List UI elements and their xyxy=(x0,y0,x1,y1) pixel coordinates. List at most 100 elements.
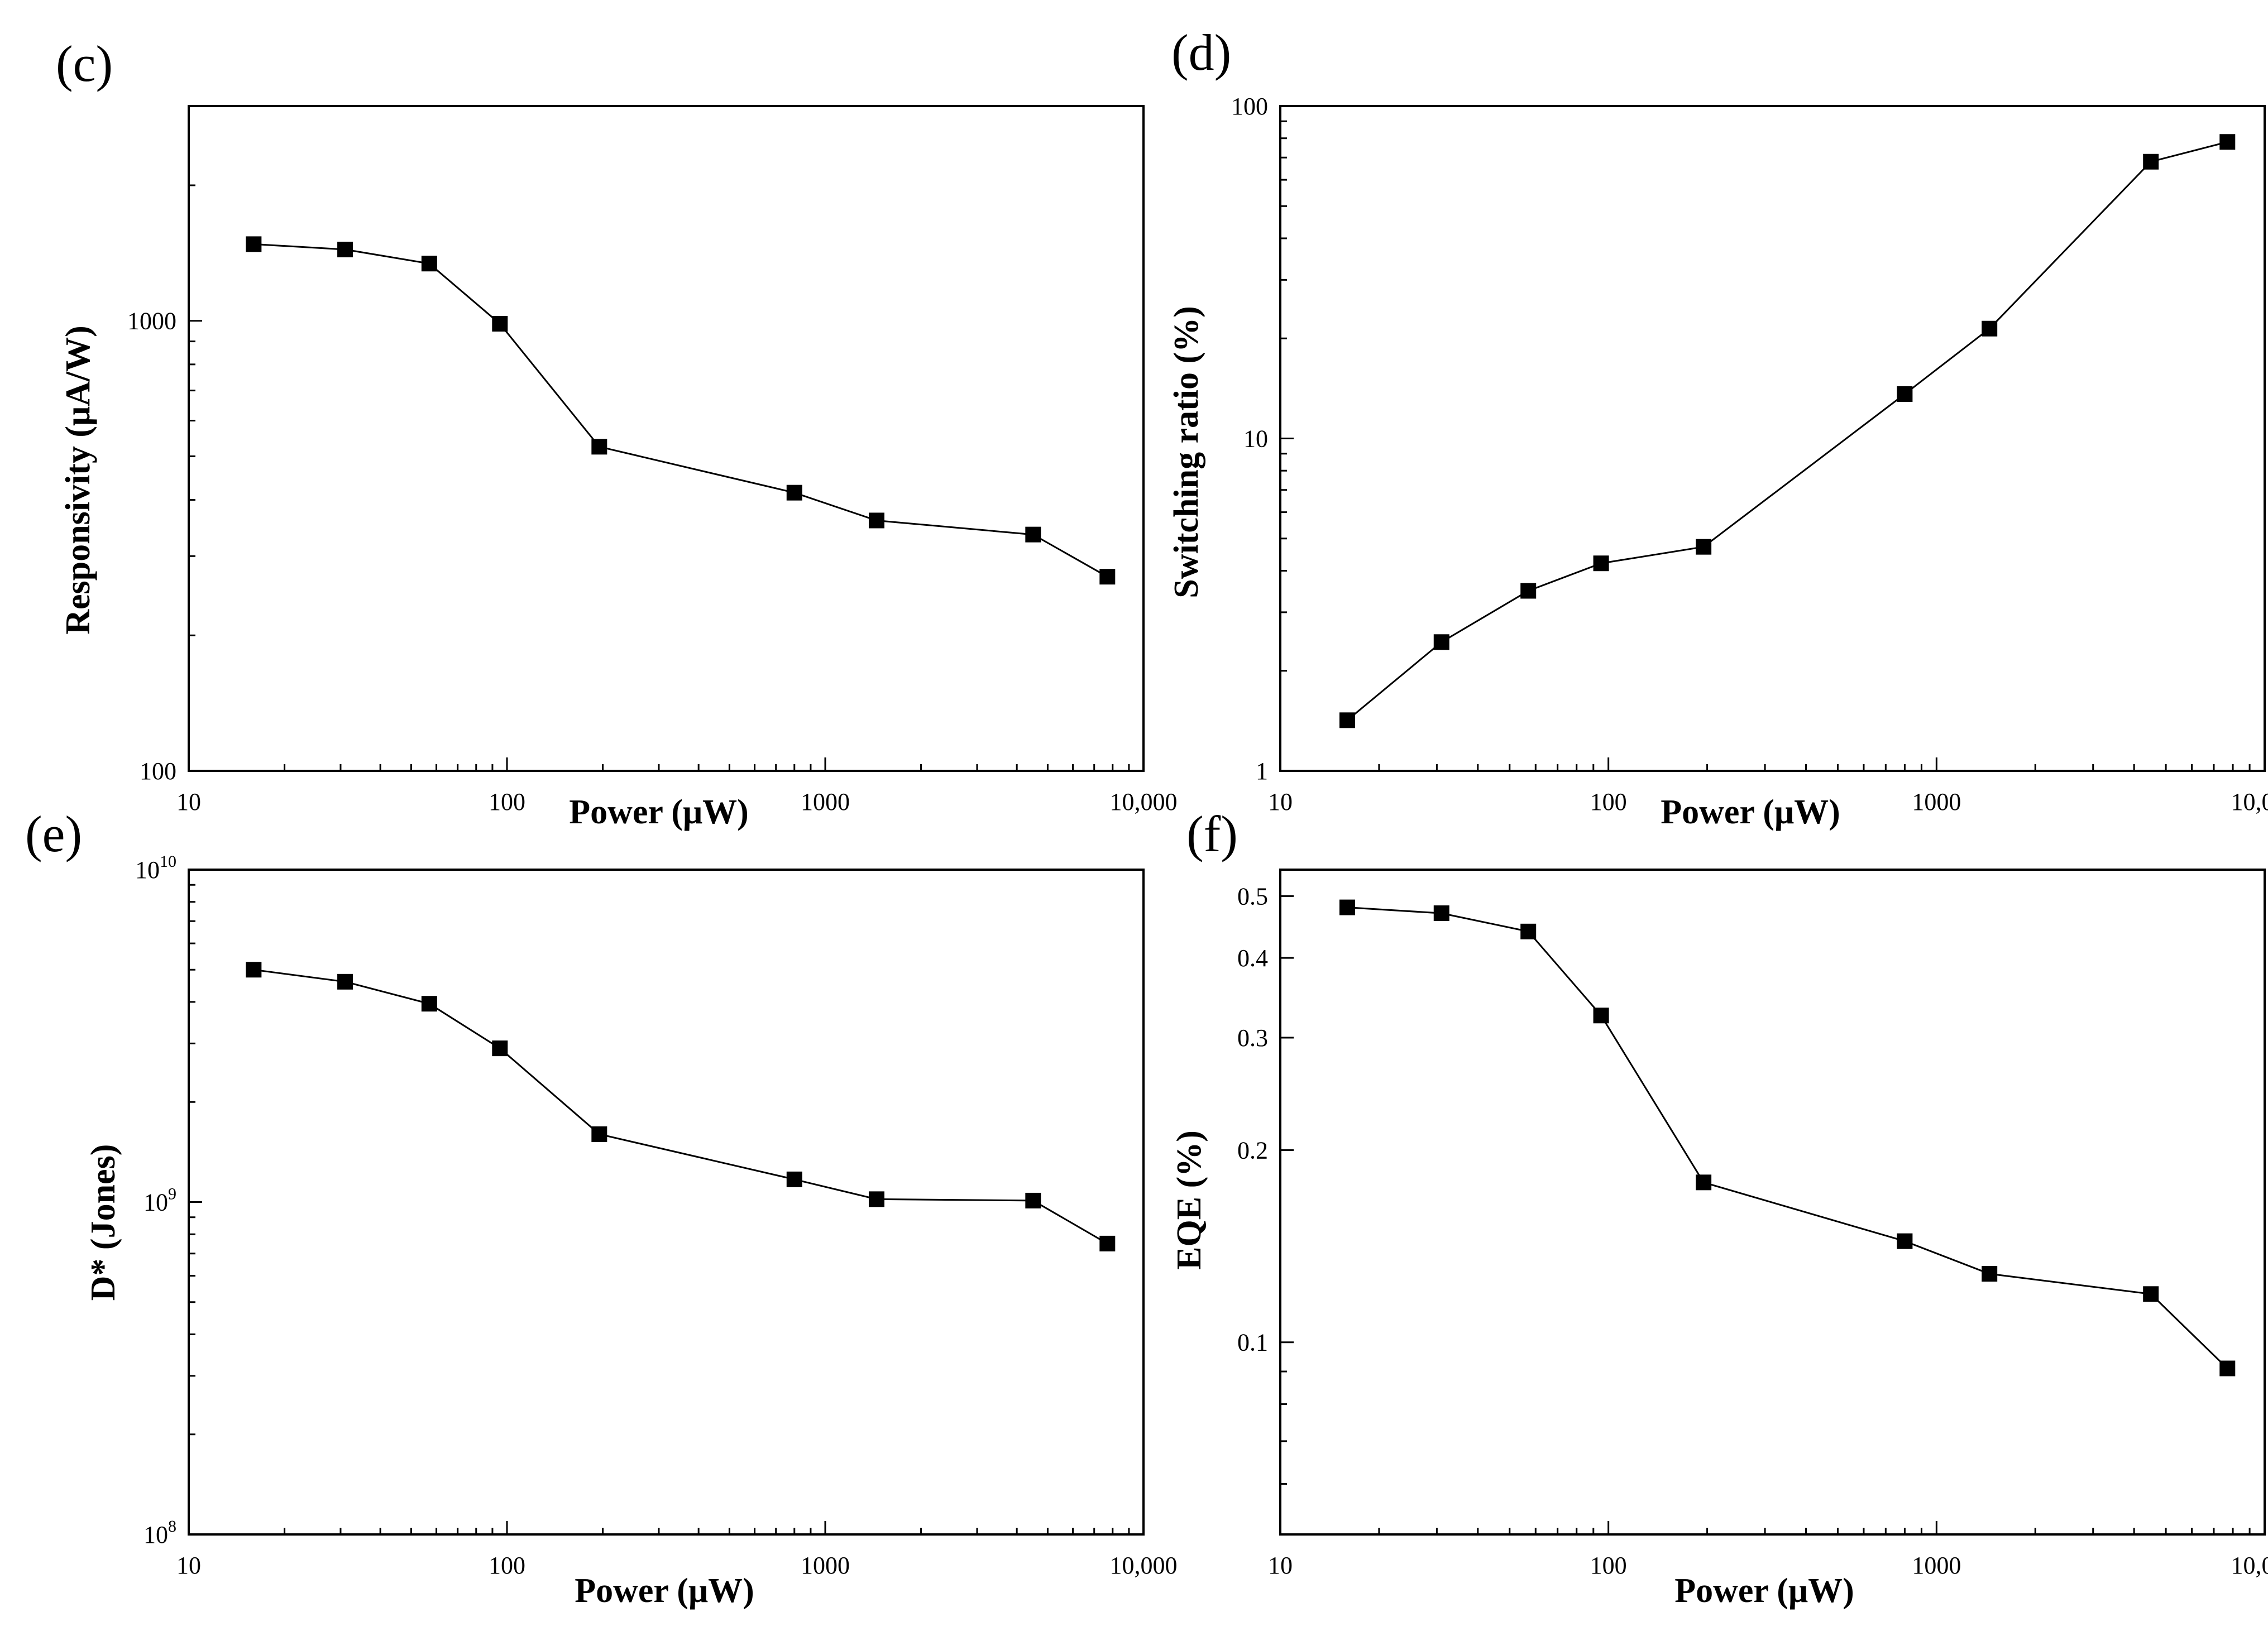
panel-f-x-tick-label: 10 xyxy=(1268,1552,1293,1579)
panel-c-data-point xyxy=(868,512,884,529)
panel-f-x-axis-title: Power (μW) xyxy=(1674,1572,1854,1610)
panel-c-data-point xyxy=(1025,526,1041,543)
panel-e-y-axis-title: D* (Jones) xyxy=(84,1144,122,1301)
panel-d-data-point xyxy=(2143,153,2159,170)
panel-e-y-tick-label: 108 xyxy=(143,1517,176,1548)
panel-c-data-point xyxy=(337,242,353,258)
panel-d-series-line xyxy=(1347,141,2228,721)
panel-e-data-point xyxy=(868,1191,884,1207)
panel-e: (e) 10 100 1000 10,000 108 109 1010 Power (μW… xyxy=(25,805,1178,1610)
panel-e-x-tick-label: 10 xyxy=(176,1552,201,1579)
panel-d-x-axis-title: Power (μW) xyxy=(1661,793,1840,831)
panel-f-x-tick-label: 100 xyxy=(1590,1552,1627,1579)
panel-d-data-point xyxy=(2219,134,2236,150)
panel-e-data-point xyxy=(1025,1192,1041,1208)
panel-c-series-line xyxy=(253,243,1108,578)
panel-e-x-tick-label: 1000 xyxy=(801,1552,850,1579)
panel-f-y-tick-label: 0.3 xyxy=(1237,1024,1268,1052)
panel-c-x-tick-label: 100 xyxy=(489,788,525,815)
panel-f-data-point xyxy=(1982,1266,1998,1282)
panel-f-y-axis-title: EQE (%) xyxy=(1170,1130,1208,1270)
panel-d-data-point xyxy=(1982,320,1998,337)
panel-f-y-tick-label: 0.1 xyxy=(1237,1329,1268,1356)
panel-c-x-tick-label: 10 xyxy=(176,788,201,815)
panel-c-y-axis-title: Responsivity (μA/W) xyxy=(59,325,97,635)
panel-f-y-tick-label: 0.5 xyxy=(1237,882,1268,910)
panel-f-data-point xyxy=(1696,1174,1712,1191)
panel-c-data-point xyxy=(786,484,802,501)
panel-c-axes-frame xyxy=(188,105,1145,772)
panel-d-axes-frame xyxy=(1279,105,2266,772)
panel-d-data-point xyxy=(1339,712,1355,728)
panel-e-series-line xyxy=(253,968,1108,1245)
panel-e-data-point xyxy=(246,962,262,978)
panel-f-series xyxy=(1339,899,2236,1376)
panel-e-data-point xyxy=(591,1126,607,1142)
panel-c-data-point xyxy=(421,256,437,272)
panel-c-data-point xyxy=(246,236,262,252)
panel-d-data-point xyxy=(1593,555,1609,572)
panel-f-y-tick-label: 0.4 xyxy=(1237,944,1268,972)
panel-f-data-point xyxy=(1520,923,1537,939)
panel-d-data-point xyxy=(1897,386,1913,402)
panel-c-series xyxy=(246,236,1116,585)
panel-f-y-tick-label: 0.2 xyxy=(1237,1136,1268,1164)
panel-c-data-point xyxy=(492,315,508,332)
panel-d-data-point xyxy=(1696,539,1712,555)
panel-f-series-line xyxy=(1347,906,2228,1369)
panel-d-data-point xyxy=(1433,634,1449,650)
panel-d-y-tick-label: 10 xyxy=(1243,425,1268,453)
panel-f-data-point xyxy=(1339,899,1355,915)
panel-f-x-tick-label: 1000 xyxy=(1912,1552,1961,1579)
panel-f-axes-frame xyxy=(1279,869,2266,1536)
panel-d-x-tick-label: 1000 xyxy=(1912,788,1961,815)
panel-d-label: (d) xyxy=(1171,24,1231,81)
panel-d-x-ticks: 10 100 1000 10,000 xyxy=(1268,757,2268,815)
panel-c-y-ticks: 100 1000 xyxy=(127,184,202,785)
panel-e-label: (e) xyxy=(25,805,82,862)
panel-c-x-tick-label: 1000 xyxy=(801,788,850,815)
panel-f-data-point xyxy=(1593,1008,1609,1024)
panel-c-data-point xyxy=(1099,569,1116,585)
panel-c-label: (c) xyxy=(56,35,113,92)
panel-d-series xyxy=(1339,134,2236,728)
panel-e-y-tick-label: 109 xyxy=(143,1185,176,1216)
panel-f-data-point xyxy=(2219,1360,2236,1376)
panel-d-y-ticks: 1 10 100 xyxy=(1231,93,1294,785)
panel-e-axes-frame xyxy=(188,869,1145,1536)
panel-e-data-point xyxy=(786,1171,802,1187)
panel-f-y-ticks: 0.1 0.2 0.3 0.4 0.5 xyxy=(1237,882,1294,1485)
panel-e-y-ticks: 108 109 1010 xyxy=(135,852,202,1548)
panel-c-y-tick-label: 1000 xyxy=(127,308,176,335)
panel-f: (f) 10 100 1000 10,000 0.1 0.2 0.3 0.4 0.5 Powe… xyxy=(1170,805,2268,1610)
panel-e-x-axis-title: Power (μW) xyxy=(575,1572,754,1610)
panel-d-x-tick-label: 10 xyxy=(1268,788,1293,815)
panel-d-x-tick-label: 10,000 xyxy=(2231,788,2268,815)
panel-e-data-point xyxy=(492,1040,508,1057)
panel-e-series xyxy=(246,962,1116,1251)
panel-d-x-tick-label: 100 xyxy=(1590,788,1627,815)
panel-d-y-tick-label: 1 xyxy=(1256,757,1268,785)
panel-e-y-tick-label: 1010 xyxy=(135,852,176,884)
panel-e-x-tick-label: 10,000 xyxy=(1110,1552,1178,1579)
panel-f-label: (f) xyxy=(1186,805,1238,862)
panel-f-data-point xyxy=(1897,1233,1913,1249)
panel-e-x-ticks: 10 100 1000 10,000 xyxy=(176,1521,1178,1579)
panel-c-x-ticks: 10 100 1000 10,000 xyxy=(176,757,1178,815)
panel-f-data-point xyxy=(2143,1286,2159,1302)
panel-f-x-ticks: 10 100 1000 10,000 xyxy=(1268,1521,2268,1579)
panel-f-data-point xyxy=(1433,905,1449,922)
panel-d-y-axis-title: Switching ratio (%) xyxy=(1168,306,1205,598)
panel-d-y-tick-label: 100 xyxy=(1231,93,1268,120)
panel-f-x-tick-label: 10,000 xyxy=(2231,1552,2268,1579)
panel-c-y-tick-label: 100 xyxy=(140,757,176,785)
panel-e-data-point xyxy=(337,973,353,990)
panel-c-data-point xyxy=(591,439,607,455)
panel-d-data-point xyxy=(1520,583,1537,599)
panel-e-data-point xyxy=(421,996,437,1012)
panel-e-data-point xyxy=(1099,1235,1116,1251)
panel-c-x-axis-title: Power (μW) xyxy=(569,793,749,831)
